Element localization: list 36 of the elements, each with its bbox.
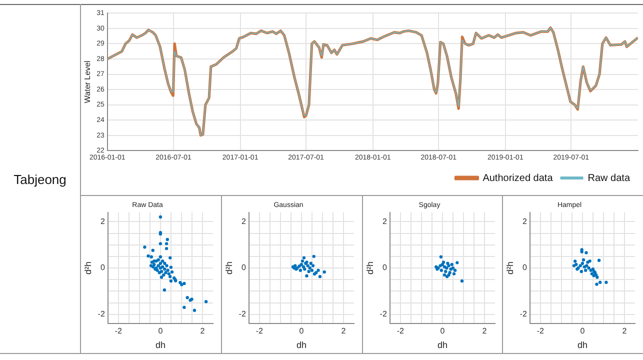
legend-label: Authorized data [482,172,554,184]
text: Tabjeong [12,171,68,189]
y-tick-label: 2 [522,216,528,226]
x-tick-label: -2 [256,326,264,336]
x-tick-label: 2 [482,326,488,336]
x-tick-label: 0 [299,326,304,336]
legend-label: Raw data [588,172,630,184]
x-tick-label: 0 [580,326,586,336]
y-axis-title: d²h [364,261,375,275]
x-tick-label: -2 [396,326,405,336]
x-tick-label: 0 [440,326,446,336]
y-tick-label: 0 [241,263,246,272]
x-axis-title: dh [155,340,166,350]
y-tick-label: 2 [382,216,388,226]
x-tick-label: -2 [536,326,545,336]
x-tick-label: 2 [200,326,206,336]
y-tick-label: -2 [98,310,106,319]
y-axis-title: Water Level [83,60,92,104]
x-tick-label: 2 [341,326,346,336]
y-tick-label: 0 [100,263,106,272]
y-axis-title: d²h [82,261,93,275]
x-tick-label: 2 [622,326,628,336]
y-tick-label: -2 [238,310,246,319]
x-tick-label: 0 [158,326,164,336]
y-tick-label: 2 [100,216,106,226]
x-axis-title: dh [577,340,588,350]
y-tick-label: -2 [380,310,388,319]
x-axis-title: dh [296,340,306,350]
x-axis-title: dh [437,340,448,350]
y-tick-label: -2 [520,310,528,319]
y-tick-label: 0 [382,263,388,272]
y-tick-label: 2 [241,216,246,226]
x-tick-label: -2 [114,326,123,336]
y-tick-label: 0 [522,263,528,272]
y-axis-title: d²h [224,261,234,275]
y-axis-title: d²h [504,261,515,275]
